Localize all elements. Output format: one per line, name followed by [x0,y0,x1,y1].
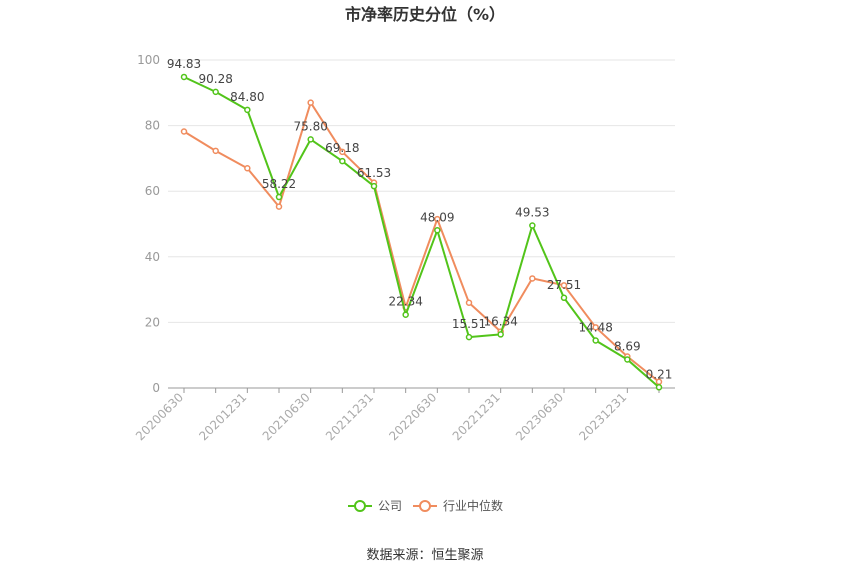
y-tick-label: 0 [152,381,160,395]
x-tick-label: 20211231 [323,390,376,443]
legend-swatch-marker [354,500,366,512]
data-point [497,331,504,338]
legend-item[interactable]: 公司 [348,499,402,513]
legend-label: 公司 [378,499,402,513]
y-tick-label: 20 [145,315,160,329]
data-point [370,182,378,190]
data-point [275,203,283,210]
data-label: 69.18 [325,141,359,155]
source-text: 数据来源：恒生聚源 [366,548,483,563]
data-label: 48.09 [420,210,454,224]
data-point [560,282,568,289]
data-point [624,356,631,363]
x-tick-label: 20230630 [513,390,566,443]
series-company [180,73,663,391]
data-point [180,73,188,81]
data-label: 27.51 [547,278,581,292]
data-point [402,311,409,318]
data-point [244,106,251,114]
legend: 公司 行业中位数 [348,498,503,513]
series-line [183,76,660,389]
data-point [592,337,599,344]
data-label: 94.83 [167,57,201,71]
legend-label: 行业中位数 [443,498,503,513]
series-industry-median [180,99,663,386]
series-line [183,101,660,383]
legend-swatch-marker [419,500,431,512]
data-label: 22.34 [388,295,422,309]
data-point [339,157,346,165]
x-tick-label: 20221231 [450,390,503,443]
data-point [244,164,251,172]
data-point [212,88,219,96]
data-point [529,275,536,282]
legend-item[interactable]: 行业中位数 [413,498,503,513]
data-point [465,333,473,341]
x-tick-label: 20220630 [386,390,439,443]
data-label: 14.48 [578,321,612,335]
y-tick-label: 100 [137,53,160,67]
chart-title: 市净率历史分位（%） [345,5,505,24]
data-label: 84.80 [230,90,264,104]
data-label: 90.28 [198,72,232,86]
data-point [465,299,473,306]
data-point [339,148,346,156]
data-label: 15.51 [452,317,486,331]
data-label: 16.34 [483,314,517,328]
data-point [655,384,663,391]
y-tick-label: 80 [145,119,160,133]
data-label: 75.80 [293,119,327,133]
data-point [560,294,568,302]
data-point [592,324,599,331]
data-point [434,227,441,234]
data-label: 8.69 [614,339,641,353]
data-label: 58.22 [262,177,296,191]
data-point [434,215,441,223]
x-tick-label: 20201231 [196,390,249,443]
data-point [180,128,188,135]
data-label: 61.53 [357,166,391,180]
data-label: 49.53 [515,206,549,220]
axes: 0 20 40 60 80 100 20200630 20201231 20210630 2021… [133,53,675,443]
y-tick-label: 40 [145,250,160,264]
data-point [212,147,219,155]
data-point [307,99,314,106]
x-tick-label: 20210630 [260,390,313,443]
data-point [275,193,283,201]
data-label: 0.21 [646,367,673,381]
x-tick-label: 20200630 [133,390,186,443]
series-layer [180,73,663,391]
data-point [529,222,536,229]
data-point [307,136,314,143]
y-tick-label: 60 [145,184,160,198]
x-tick-label: 20231231 [576,390,629,443]
